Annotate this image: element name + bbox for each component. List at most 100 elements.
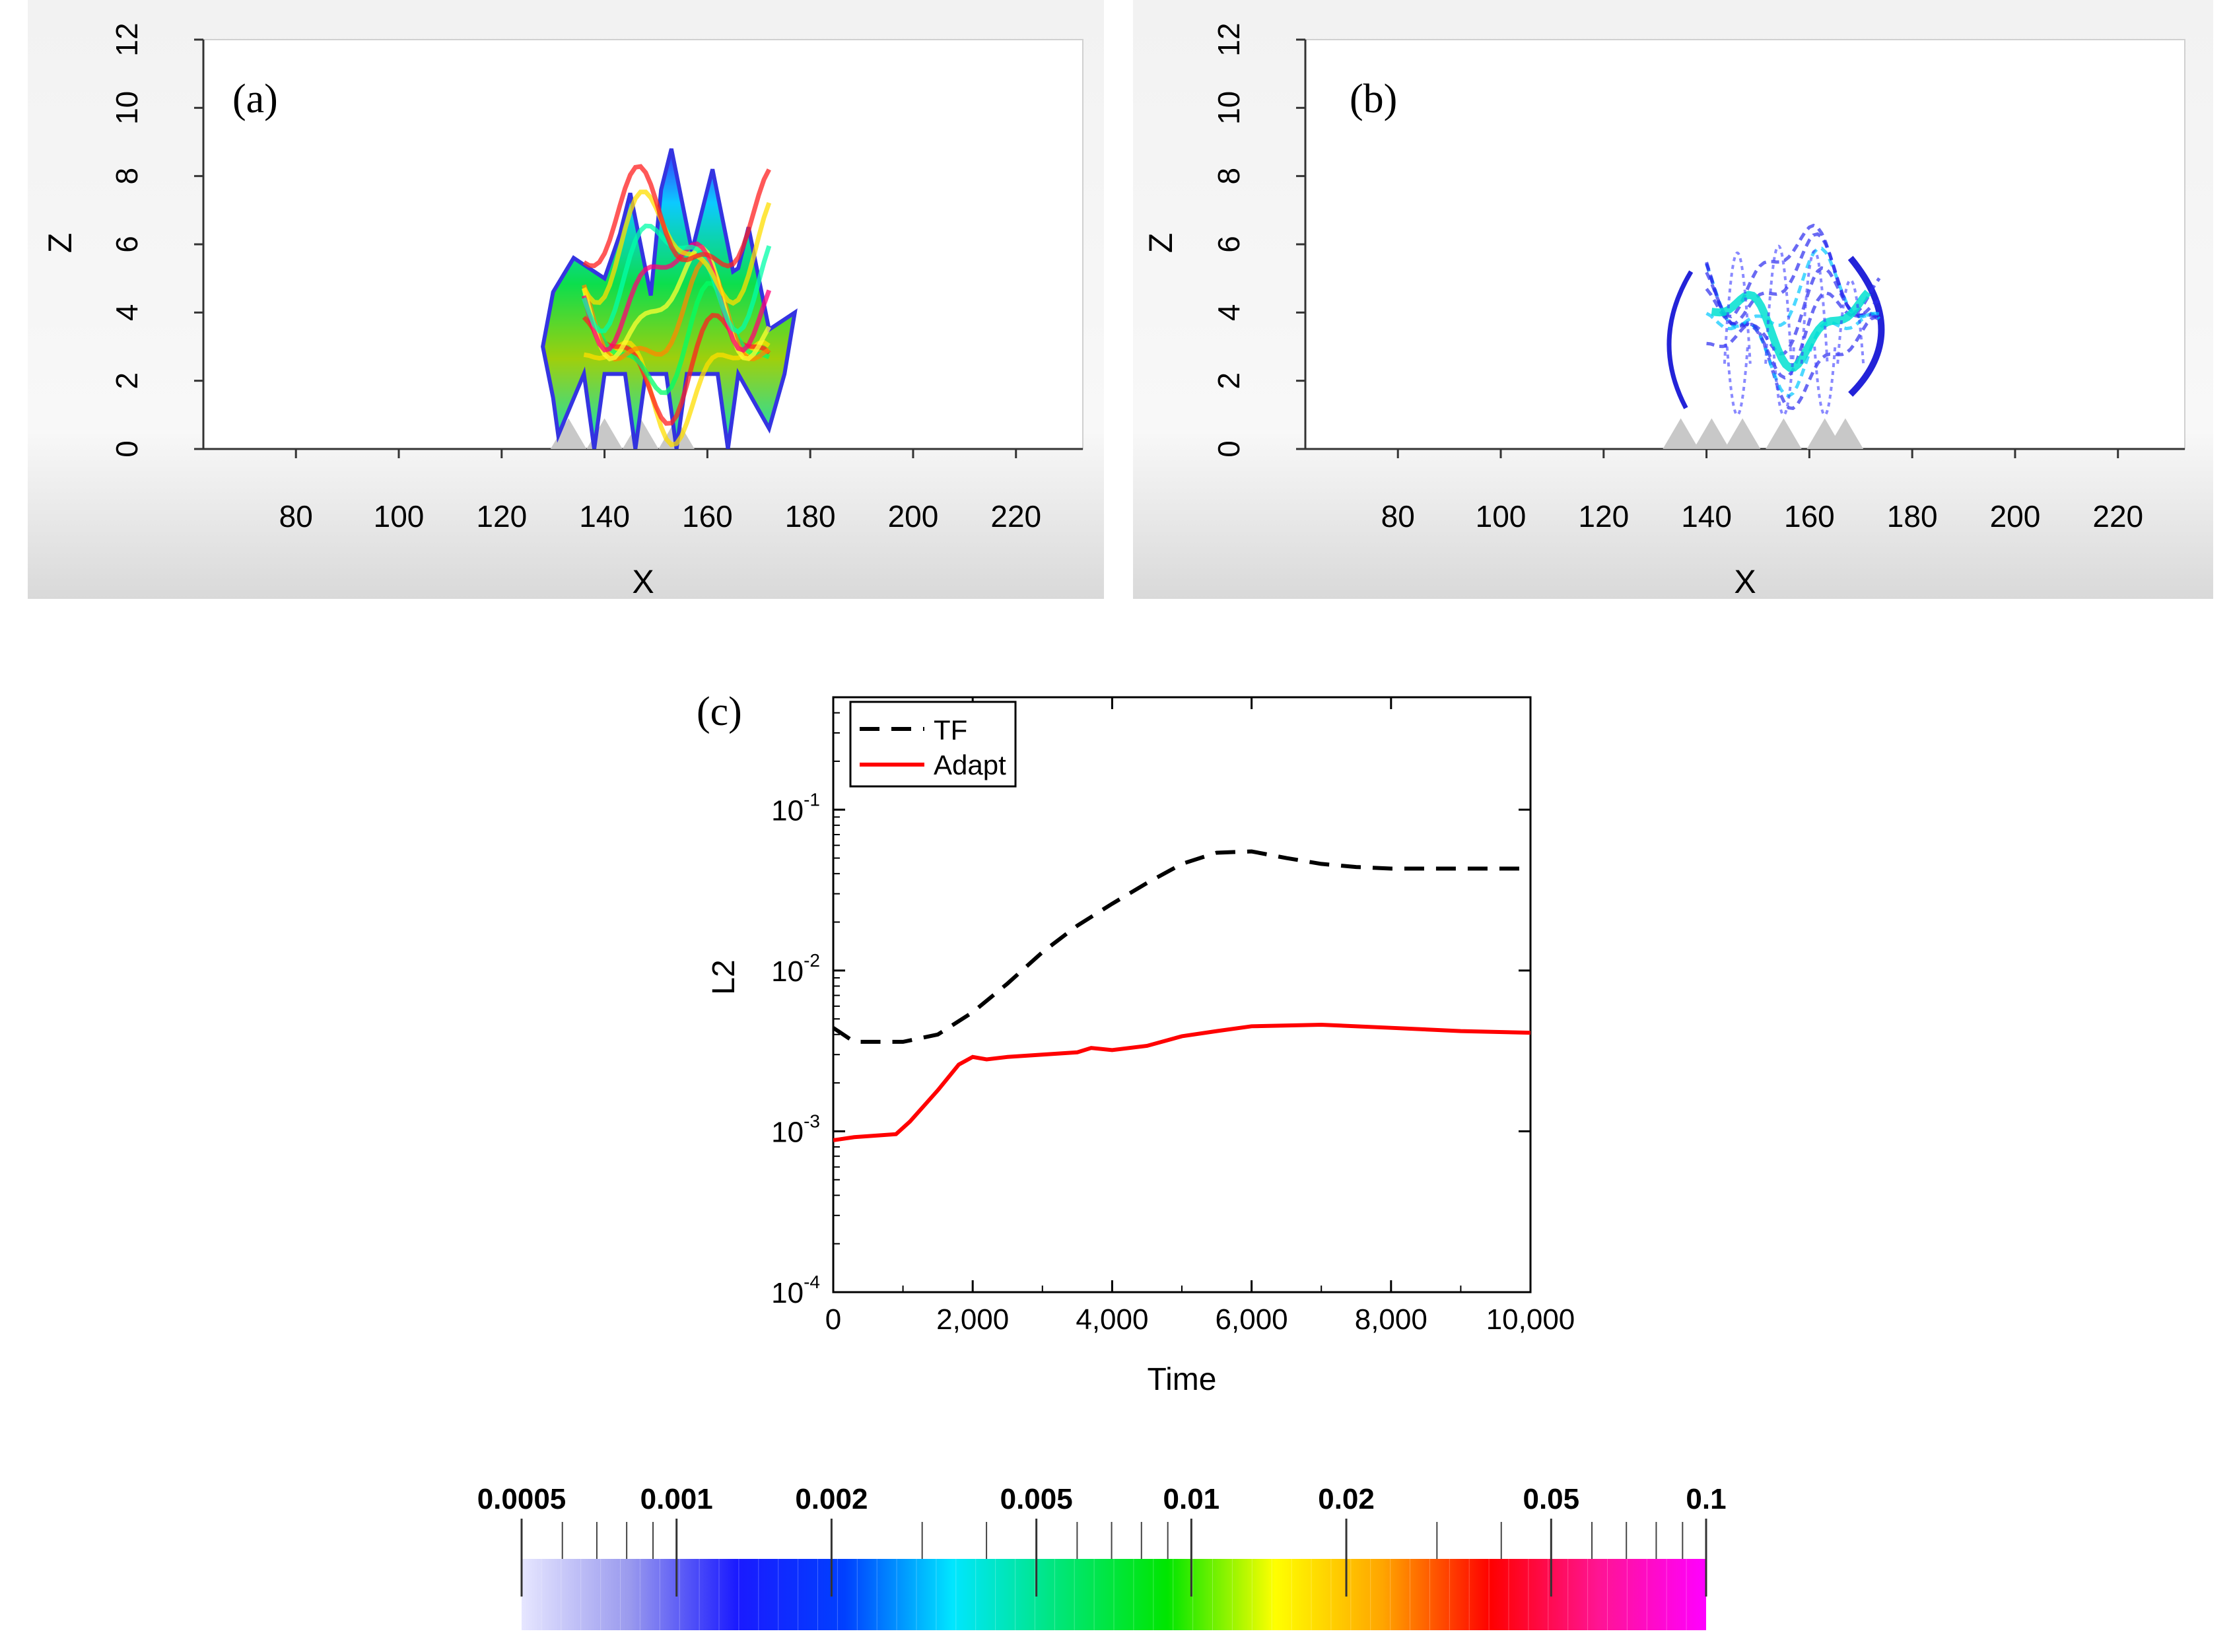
topography-hill xyxy=(550,418,587,449)
x-tick-label: 180 xyxy=(785,499,836,533)
y-tick-label: 6 xyxy=(1212,236,1246,253)
x-tick-label: 2,000 xyxy=(936,1303,1009,1336)
x-tick-label: 140 xyxy=(1681,499,1732,533)
colorbar-gradient xyxy=(522,1559,1706,1630)
panel-c-axes: 0 2,000 4,000 6,000 8,000 10,00010-410-310-21… xyxy=(771,697,1575,1336)
y-tick-label: 2 xyxy=(110,372,144,390)
x-tick-label: 180 xyxy=(1887,499,1938,533)
y-tick-label: 6 xyxy=(110,236,144,253)
field-streak xyxy=(582,189,772,306)
field-strand xyxy=(1706,315,1880,411)
panel-c-label: (c) xyxy=(697,689,742,734)
y-tick-label: 10 xyxy=(1212,91,1246,125)
y-tick-label: 4 xyxy=(1212,304,1246,322)
x-tick-label: 100 xyxy=(374,499,425,533)
y-tick-label-base: 10 xyxy=(771,955,804,988)
y-tick-label: 10-3 xyxy=(771,1111,820,1148)
colorbar-tick-label: 0.05 xyxy=(1523,1483,1579,1515)
x-tick-label: 140 xyxy=(579,499,630,533)
y-tick-label: 2 xyxy=(1212,372,1246,390)
x-tick-label: 0 xyxy=(825,1303,841,1336)
y-tick-label-exponent: -3 xyxy=(804,1111,820,1131)
right-wave-arc xyxy=(1847,256,1885,397)
field-core-band xyxy=(1711,289,1871,372)
panel-b: 80 100 120 140 160 180 200 220 0 2 4 6 8 10 12 (b) X Z xyxy=(1133,0,2213,600)
x-tick-label: 200 xyxy=(1990,499,2041,533)
panel-b-field xyxy=(1666,223,1885,416)
legend-tf-label: TF xyxy=(934,714,967,745)
x-tick-label: 200 xyxy=(888,499,939,533)
colorbar-tick-label: 0.01 xyxy=(1163,1483,1220,1515)
topography-hill xyxy=(1663,418,1699,449)
colorbar-tick-label: 0.0005 xyxy=(477,1483,567,1515)
legend-adapt-label: Adapt xyxy=(934,749,1006,780)
x-tick-label: 80 xyxy=(279,499,313,533)
wave-peak-finger xyxy=(1800,250,1829,364)
x-tick-label: 100 xyxy=(1476,499,1527,533)
series-line-adapt xyxy=(833,1022,1530,1142)
y-tick-label-exponent: -4 xyxy=(804,1272,820,1292)
x-tick-label: 120 xyxy=(1578,499,1629,533)
y-tick-label-base: 10 xyxy=(771,1116,804,1148)
series-line-tf xyxy=(833,849,1530,1044)
y-tick-label: 4 xyxy=(110,304,144,322)
left-wave-arc xyxy=(1666,270,1694,409)
y-tick-label: 0 xyxy=(1212,440,1246,458)
panel-a-label: (a) xyxy=(232,77,278,121)
x-tick-label: 4,000 xyxy=(1076,1303,1148,1336)
y-tick-label-exponent: -1 xyxy=(804,789,820,809)
panel-b-x-axis-label: X xyxy=(1734,563,1756,600)
y-tick-label: 8 xyxy=(110,168,144,185)
colorbar-tick-label: 0.1 xyxy=(1686,1483,1726,1515)
panel-a-field-streaks xyxy=(582,164,772,448)
x-tick-label: 6,000 xyxy=(1216,1303,1288,1336)
panel-b-y-axis-label: Z xyxy=(1142,233,1179,254)
x-tick-label: 10,000 xyxy=(1486,1303,1575,1336)
wave-peak-finger xyxy=(1723,251,1752,364)
field-strand xyxy=(1705,232,1880,326)
y-tick-label-exponent: -2 xyxy=(804,950,820,971)
x-tick-label: 120 xyxy=(476,499,527,533)
x-tick-label: 220 xyxy=(990,499,1041,533)
field-streak xyxy=(582,164,771,269)
x-tick-label: 8,000 xyxy=(1355,1303,1427,1336)
colorbar: 0.0005 0.001 0.002 0.005 0.01 0.02 0.05 0.1 xyxy=(477,1483,1727,1630)
topography-hill xyxy=(1694,418,1730,449)
x-tick-label: 80 xyxy=(1381,499,1415,533)
panel-a-axes: 80 100 120 140 160 180 200 220 0 2 4 6 8 10 12 xyxy=(110,22,1083,533)
colorbar-tick-label: 0.02 xyxy=(1318,1483,1375,1515)
wave-peak-finger xyxy=(1764,244,1793,364)
panel-c: 0 2,000 4,000 6,000 8,000 10,00010-410-310-21… xyxy=(697,689,1575,1397)
y-tick-label: 10-4 xyxy=(771,1272,820,1309)
panel-a: 80 100 120 140 160 180 200 220 0 2 4 6 8 10 12 (a) X Z xyxy=(28,0,1104,600)
colorbar-tick-label: 0.002 xyxy=(795,1483,868,1515)
topography-hill xyxy=(1724,418,1761,449)
panel-c-x-axis-label: Time xyxy=(1148,1362,1217,1397)
panel-c-series xyxy=(833,849,1530,1142)
y-tick-label: 8 xyxy=(1212,168,1246,185)
field-streak xyxy=(582,241,772,353)
panel-a-y-axis-label: Z xyxy=(42,233,79,254)
y-tick-label-base: 10 xyxy=(771,794,804,827)
topography-hill xyxy=(622,418,659,449)
y-tick-label: 12 xyxy=(1212,22,1246,56)
panel-b-wave-field xyxy=(1666,223,1885,416)
topography-hill xyxy=(1827,418,1864,449)
y-tick-label: 0 xyxy=(110,440,144,458)
y-tick-label-base: 10 xyxy=(771,1277,804,1309)
y-tick-label: 12 xyxy=(110,22,144,56)
y-tick-label: 10-1 xyxy=(771,789,820,827)
panel-c-y-axis-label: L2 xyxy=(706,959,741,994)
panel-b-axes: 80 100 120 140 160 180 200 220 0 2 4 6 8 10 12 xyxy=(1212,22,2185,533)
x-tick-label: 160 xyxy=(682,499,733,533)
legend-box xyxy=(849,701,1017,788)
x-tick-label: 160 xyxy=(1784,499,1835,533)
y-tick-label: 10 xyxy=(110,91,144,125)
panel-a-x-axis-label: X xyxy=(632,563,654,600)
topography-hill xyxy=(1766,418,1802,449)
x-tick-label: 220 xyxy=(2092,499,2143,533)
panel-b-label: (b) xyxy=(1350,77,1397,121)
colorbar-tick-label: 0.001 xyxy=(640,1483,713,1515)
panel-c-legend: TF Adapt xyxy=(849,701,1017,788)
